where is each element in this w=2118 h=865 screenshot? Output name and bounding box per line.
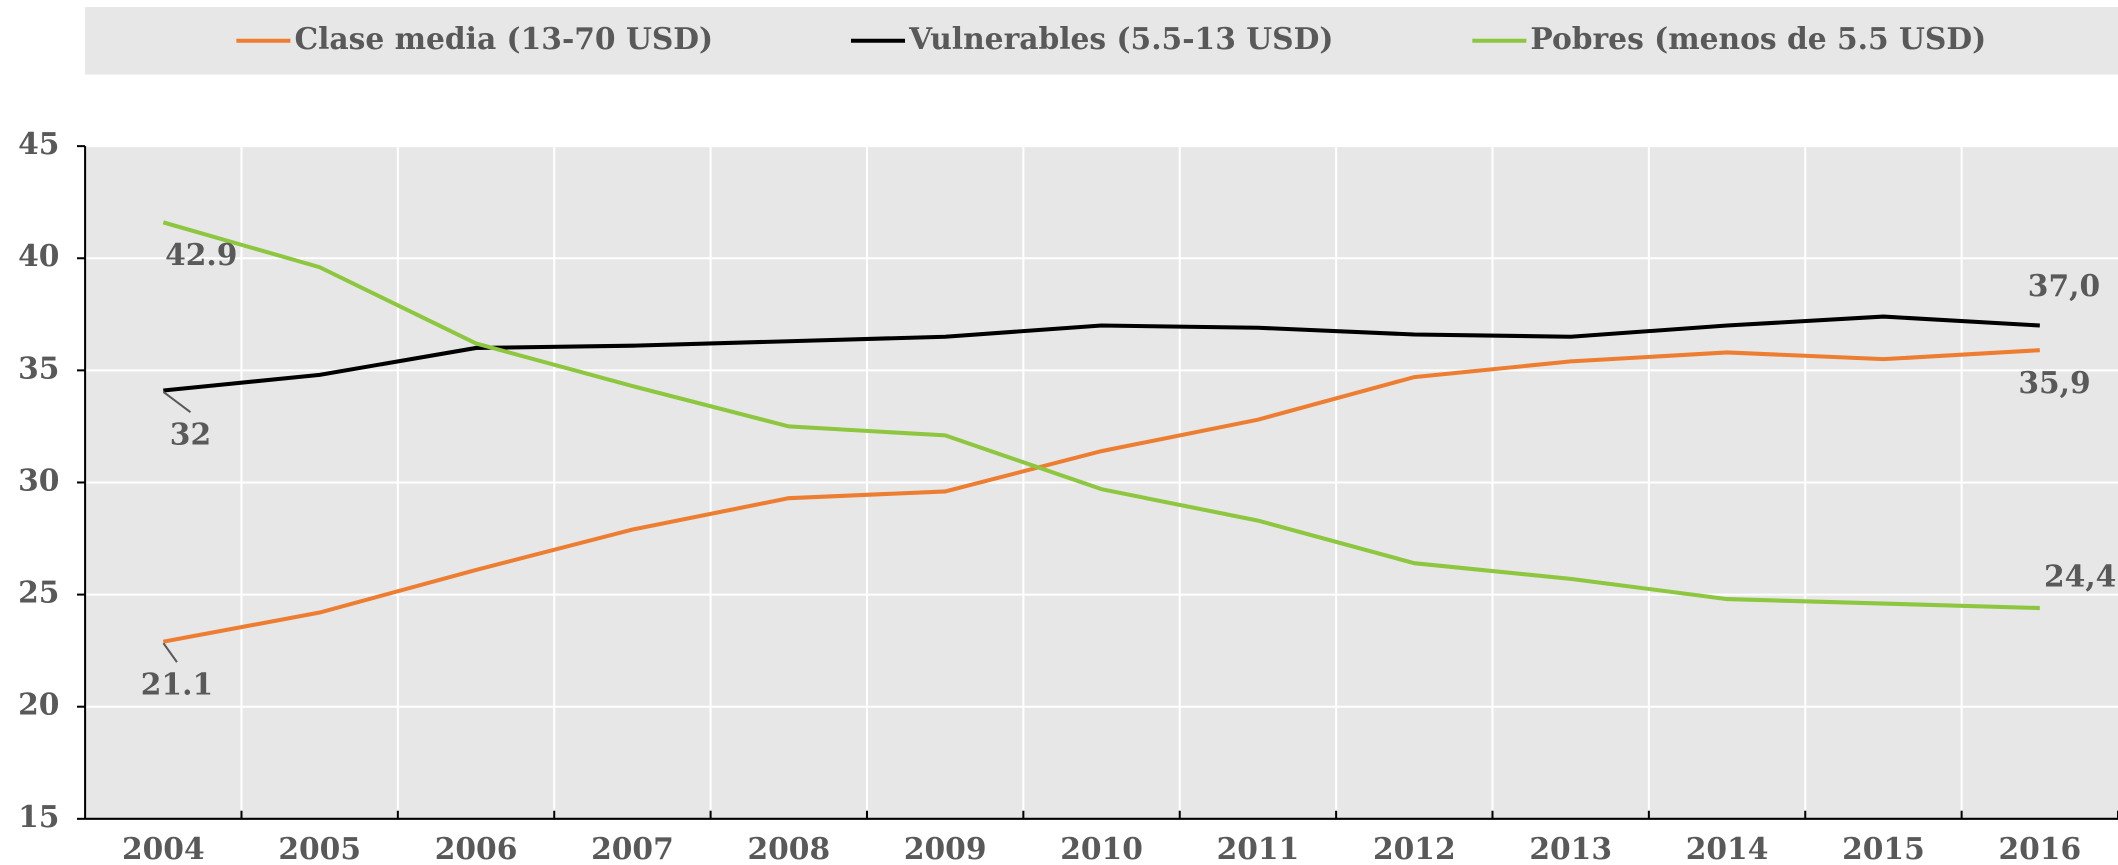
x-tick-label: 2006: [435, 832, 518, 865]
series-line: [162, 220, 2040, 611]
annotation: 21.1: [141, 667, 213, 702]
x-tick-label: 2012: [1373, 832, 1456, 865]
leader-line: [162, 391, 192, 414]
series-line: [163, 314, 2040, 393]
x-tick-label: 2005: [278, 832, 361, 865]
legend-background: [85, 7, 2118, 75]
y-tick-label: 45: [18, 127, 59, 162]
x-tick-label: 2004: [122, 832, 205, 865]
annotation: 42.9: [165, 238, 237, 273]
x-tick-label: 2011: [1217, 832, 1300, 865]
y-tick-label: 35: [18, 351, 59, 386]
x-tick-label: 2016: [1998, 832, 2081, 865]
y-tick-label: 40: [18, 239, 59, 274]
legend-label: Clase media (13-70 USD): [294, 22, 713, 57]
annotation: 24,4: [2044, 559, 2116, 594]
leader-line: [162, 642, 178, 663]
x-tick-label: 2013: [1529, 832, 1612, 865]
y-tick-label: 30: [18, 463, 59, 498]
x-tick-label: 2010: [1060, 832, 1143, 865]
y-tick-label: 20: [18, 688, 59, 723]
x-tick-label: 2008: [747, 832, 830, 865]
annotation: 37,0: [2028, 269, 2100, 304]
x-tick-label: 2009: [904, 832, 987, 865]
y-tick-label: 25: [18, 576, 59, 611]
series-line: [162, 348, 2040, 644]
legend-label: Pobres (menos de 5.5 USD): [1530, 22, 1986, 57]
legend-label: Vulnerables (5.5-13 USD): [908, 22, 1333, 57]
x-tick-label: 2007: [591, 832, 674, 865]
y-tick-label: 15: [18, 800, 59, 835]
annotation: 35,9: [2018, 366, 2090, 401]
x-tick-label: 2014: [1686, 832, 1769, 865]
x-tick-label: 2015: [1842, 832, 1925, 865]
annotation: 32: [170, 418, 211, 453]
